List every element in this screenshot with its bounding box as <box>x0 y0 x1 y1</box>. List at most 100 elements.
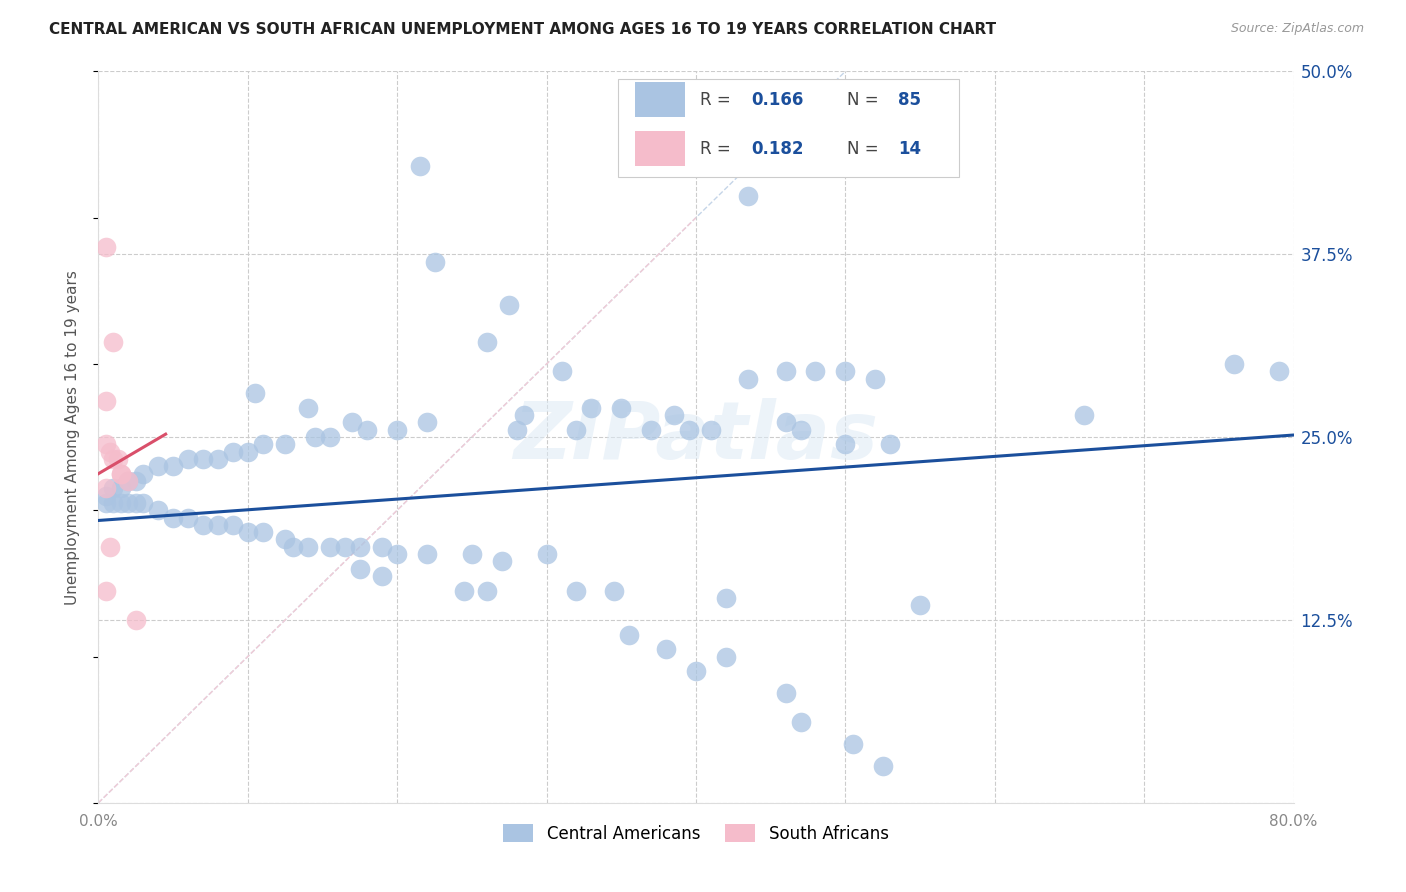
Point <box>117 474 139 488</box>
Point <box>191 452 214 467</box>
Point <box>872 759 894 773</box>
Point <box>110 481 132 495</box>
Point <box>110 467 132 481</box>
Point <box>453 583 475 598</box>
Text: R =: R = <box>700 140 735 158</box>
Point <box>207 517 229 532</box>
Text: 14: 14 <box>898 140 921 158</box>
Point <box>610 401 633 415</box>
Text: ZIPatlas: ZIPatlas <box>513 398 879 476</box>
Point <box>714 649 737 664</box>
Point <box>117 496 139 510</box>
Point <box>565 583 588 598</box>
Text: 85: 85 <box>898 90 921 109</box>
Point <box>865 371 887 385</box>
FancyBboxPatch shape <box>619 78 959 178</box>
Point <box>94 240 117 254</box>
Point <box>132 496 155 510</box>
Point <box>252 437 274 451</box>
Point <box>789 423 811 437</box>
Point <box>333 540 356 554</box>
Point <box>356 423 378 437</box>
Point <box>662 408 685 422</box>
Point <box>110 467 132 481</box>
Point <box>461 547 484 561</box>
Point <box>475 583 498 598</box>
Point <box>423 254 446 268</box>
Point <box>879 437 901 451</box>
Point <box>737 371 759 385</box>
Point <box>245 386 267 401</box>
Text: CENTRAL AMERICAN VS SOUTH AFRICAN UNEMPLOYMENT AMONG AGES 16 TO 19 YEARS CORRELA: CENTRAL AMERICAN VS SOUTH AFRICAN UNEMPL… <box>49 22 997 37</box>
Point <box>385 547 409 561</box>
Point <box>222 444 245 458</box>
Point <box>236 444 259 458</box>
Point <box>98 444 122 458</box>
Point <box>252 525 274 540</box>
Point <box>236 525 259 540</box>
Point <box>491 554 513 568</box>
Point <box>678 423 700 437</box>
Point <box>908 599 931 613</box>
Point <box>94 496 117 510</box>
Point <box>281 540 304 554</box>
Point <box>416 547 439 561</box>
Point <box>125 613 148 627</box>
Point <box>304 430 326 444</box>
Point <box>94 393 117 408</box>
Point <box>162 510 184 524</box>
Bar <box>636 82 685 117</box>
Point <box>371 540 394 554</box>
Point <box>103 496 125 510</box>
Point <box>775 416 797 430</box>
Text: 0.166: 0.166 <box>751 90 803 109</box>
Point <box>94 583 117 598</box>
Point <box>191 517 214 532</box>
Point <box>103 452 125 467</box>
Point <box>110 496 132 510</box>
Point <box>617 627 640 641</box>
Point <box>125 474 148 488</box>
Point <box>536 547 558 561</box>
Point <box>371 569 394 583</box>
Point <box>834 364 856 378</box>
Point <box>513 408 536 422</box>
Point <box>349 540 371 554</box>
Text: R =: R = <box>700 90 735 109</box>
Point <box>107 452 129 467</box>
Point <box>297 540 319 554</box>
Point <box>408 160 430 174</box>
Point <box>775 364 797 378</box>
Point <box>775 686 797 700</box>
Bar <box>636 131 685 167</box>
Text: 0.182: 0.182 <box>751 140 803 158</box>
Point <box>714 591 737 605</box>
Point <box>297 401 319 415</box>
Point <box>685 664 707 678</box>
Point <box>319 430 342 444</box>
Text: Source: ZipAtlas.com: Source: ZipAtlas.com <box>1230 22 1364 36</box>
Point <box>550 364 572 378</box>
Point <box>162 459 184 474</box>
Point <box>834 437 856 451</box>
Point <box>94 481 117 495</box>
Point <box>177 510 200 524</box>
Point <box>506 423 529 437</box>
Point <box>94 489 117 503</box>
Point <box>319 540 342 554</box>
Point <box>274 533 297 547</box>
Point <box>98 540 122 554</box>
Point <box>148 459 170 474</box>
Point <box>1073 408 1095 422</box>
Point <box>655 642 678 657</box>
Point <box>842 737 865 751</box>
Point <box>416 416 439 430</box>
Point <box>1223 357 1246 371</box>
Point <box>700 423 723 437</box>
Point <box>94 437 117 451</box>
Point <box>804 364 827 378</box>
Point <box>117 474 139 488</box>
Point <box>148 503 170 517</box>
Point <box>581 401 603 415</box>
Point <box>125 496 148 510</box>
